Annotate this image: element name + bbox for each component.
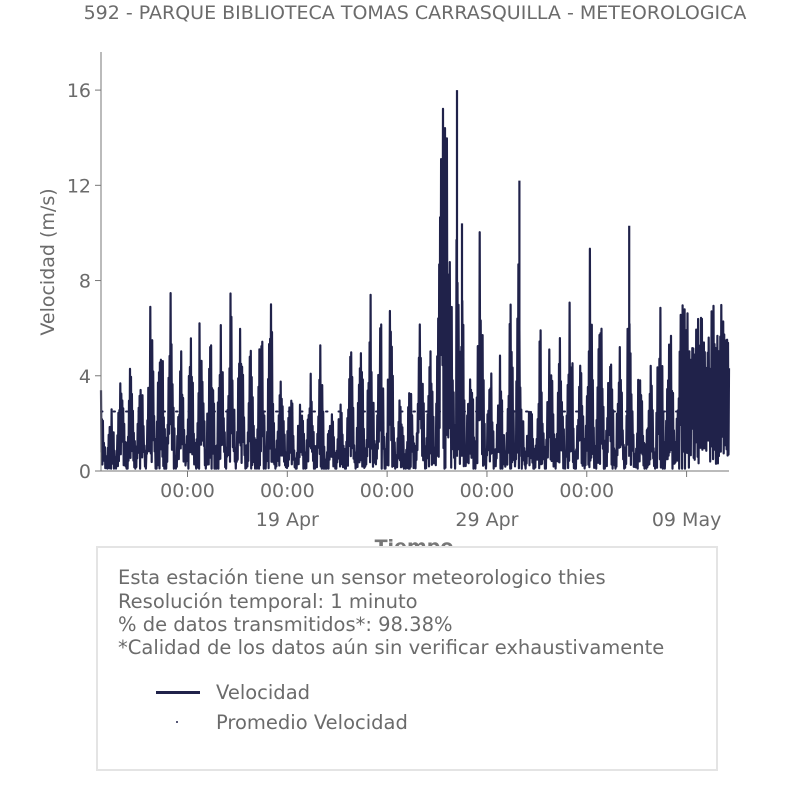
y-tick-label: 8 — [79, 271, 91, 293]
x-tick-label-minor: 29 Apr — [455, 509, 518, 531]
x-tick-label-major: 00:00 — [160, 480, 215, 502]
chart-title: 592 - PARQUE BIBLIOTECA TOMAS CARRASQUIL… — [83, 2, 747, 24]
x-tick-label-minor: 09 May — [652, 509, 722, 531]
series-velocidad-line — [99, 90, 731, 470]
y-tick-label: 12 — [67, 175, 91, 197]
plot-area — [99, 90, 731, 470]
y-tick-label: 0 — [79, 461, 91, 483]
x-tick-label-major: 00:00 — [460, 480, 515, 502]
y-axis-title: Velocidad (m/s) — [37, 188, 59, 335]
legend-label: Promedio Velocidad — [216, 710, 408, 734]
info-line-transmitted: % de datos transmitidos*: 98.38% — [118, 613, 453, 636]
chart-canvas: 0 4 8 12 16 00:00 00:00 19 Apr 00:00 00:00 29 Apr 0… — [37, 52, 731, 558]
legend-item-promedio-velocidad: Promedio Velocidad — [156, 709, 408, 735]
x-tick-label-major: 00:00 — [559, 480, 614, 502]
x-tick-label-major: 00:00 — [360, 480, 415, 502]
x-tick-label-minor: 19 Apr — [256, 509, 319, 531]
info-panel: Esta estación tiene un sensor meteorolog… — [96, 546, 718, 771]
y-tick-label: 16 — [67, 80, 91, 102]
legend-label: Velocidad — [216, 680, 311, 704]
axes: 0 4 8 12 16 00:00 00:00 19 Apr 00:00 00:00 29 Apr 0… — [67, 52, 729, 531]
info-line-sensor: Esta estación tiene un sensor meteorolog… — [118, 566, 606, 589]
legend-item-velocidad: Velocidad — [156, 679, 310, 705]
legend-line-marker — [156, 682, 200, 702]
legend-dot-marker — [156, 712, 200, 732]
info-line-quality-note: *Calidad de los datos aún sin verificar … — [118, 636, 665, 659]
x-tick-label-major: 00:00 — [260, 480, 315, 502]
y-tick-label: 4 — [79, 366, 91, 388]
info-line-resolution: Resolución temporal: 1 minuto — [118, 590, 418, 613]
